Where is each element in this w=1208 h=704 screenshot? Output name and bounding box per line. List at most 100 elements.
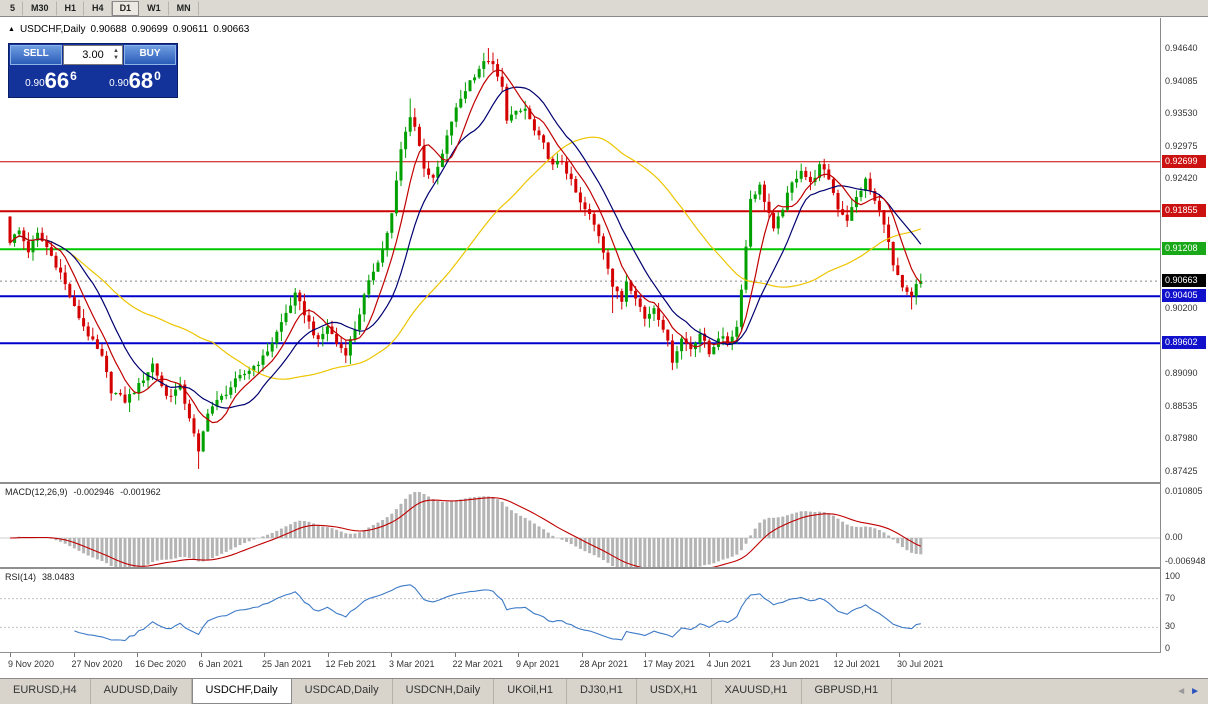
- date-tick: [137, 653, 138, 657]
- date-tick: [454, 653, 456, 657]
- price-axis-label: 0.87980: [1165, 433, 1198, 443]
- macd-name: MACD(12,26,9): [5, 487, 68, 497]
- date-label: 12 Jul 2021: [833, 659, 881, 669]
- chart-open: 0.90688: [90, 24, 127, 35]
- rsi-axis-label: 0: [1165, 643, 1171, 653]
- chart-low: 0.90611: [172, 24, 209, 35]
- chart-high: 0.90699: [131, 24, 168, 35]
- chart-tab-dj30-h1[interactable]: DJ30,H1: [567, 679, 637, 704]
- sell-price-display[interactable]: 0.90 66 6: [25, 68, 77, 93]
- macd-signal-value: -0.001962: [120, 487, 161, 497]
- chart-tab-eurusd-h4[interactable]: EURUSD,H4: [0, 679, 91, 704]
- volume-value: 3.00: [82, 49, 104, 61]
- price-axis-label: 0.92975: [1165, 141, 1198, 151]
- volume-up-button[interactable]: ▲: [113, 48, 119, 54]
- one-click-trading-panel: SELL 3.00 ▲ ▼ BUY 0.90 66 6 0.90 68 0: [8, 43, 178, 98]
- date-label: 4 Jun 2021: [706, 659, 752, 669]
- rsi-axis-label: 70: [1165, 593, 1176, 603]
- price-axis-separator: [1160, 18, 1161, 652]
- macd-main-value: -0.002946: [73, 487, 115, 497]
- rsi-axis-label: 100: [1165, 571, 1181, 581]
- timeframe-button-h1[interactable]: H1: [57, 0, 85, 16]
- timeframe-button-w1[interactable]: W1: [139, 0, 169, 16]
- date-tick: [200, 653, 202, 657]
- buy-price-display[interactable]: 0.90 68 0: [109, 68, 161, 93]
- date-label: 3 Mar 2021: [389, 659, 435, 669]
- date-tick: [645, 653, 646, 657]
- timeframe-button-m30[interactable]: M30: [23, 0, 57, 16]
- timeframe-button-h4[interactable]: H4: [84, 0, 112, 16]
- date-tick: [391, 653, 392, 657]
- date-label: 12 Feb 2021: [325, 659, 377, 669]
- chart-tab-audusd-daily[interactable]: AUDUSD,Daily: [91, 679, 192, 704]
- macd-axis-label: 0.00: [1165, 532, 1183, 542]
- price-badge: 0.91208: [1162, 242, 1206, 255]
- price-axis-label: 0.92420: [1165, 173, 1198, 183]
- sell-button[interactable]: SELL: [10, 45, 62, 65]
- price-axis[interactable]: 0.94640 0.94085 0.93530 0.92975 0.92420 0.902…: [1161, 18, 1208, 678]
- price-badge: 0.91855: [1162, 204, 1206, 217]
- chart-tab-gbpusd-h1[interactable]: GBPUSD,H1: [802, 679, 893, 704]
- timeframe-button-5[interactable]: 5: [2, 0, 24, 16]
- macd-chart[interactable]: [0, 484, 1160, 567]
- price-axis-label: 0.87425: [1165, 466, 1198, 476]
- rsi-value: 38.0483: [42, 572, 75, 582]
- timeframe-toolbar: 5 M30 H1 H4 D1 W1 MN: [0, 0, 1208, 17]
- tabs-scroll-left-icon[interactable]: ◄: [1176, 686, 1187, 697]
- price-axis-label: 0.94640: [1165, 43, 1198, 53]
- price-badge: 0.90405: [1162, 289, 1206, 302]
- price-badge: 0.90663: [1162, 274, 1206, 287]
- date-axis[interactable]: 9 Nov 2020 27 Nov 2020 16 Dec 2020 6 Jan 20…: [0, 653, 1160, 678]
- macd-axis-label: 0.010805: [1165, 486, 1203, 496]
- volume-input[interactable]: 3.00 ▲ ▼: [63, 45, 123, 65]
- date-tick: [835, 653, 837, 657]
- date-label: 28 Apr 2021: [579, 659, 629, 669]
- date-tick: [772, 653, 773, 657]
- chart-tab-ukoil-h1[interactable]: UKOil,H1: [494, 679, 568, 704]
- chart-tab-usdx-h1[interactable]: USDX,H1: [637, 679, 712, 704]
- chart-tabs: EURUSD,H4 AUDUSD,Daily USDCHF,Daily USDCAD,…: [0, 678, 1208, 704]
- chart-tab-usdcad-daily[interactable]: USDCAD,Daily: [292, 679, 393, 704]
- date-tick: [73, 653, 75, 657]
- date-tick: [264, 653, 265, 657]
- date-tick: [10, 653, 11, 657]
- macd-header: MACD(12,26,9) -0.002946 -0.001962: [5, 487, 161, 497]
- timeframe-button-d1[interactable]: D1: [111, 0, 140, 16]
- rsi-chart[interactable]: [0, 569, 1160, 652]
- price-axis-label: 0.88535: [1165, 401, 1198, 411]
- date-label: 30 Jul 2021: [897, 659, 944, 669]
- macd-axis-label: -0.006948: [1165, 556, 1206, 566]
- date-label: 9 Nov 2020: [8, 659, 55, 669]
- date-label: 22 Mar 2021: [452, 659, 504, 669]
- chart-tab-usdcnh-daily[interactable]: USDCNH,Daily: [393, 679, 495, 704]
- chart-marker-icon: ▲: [8, 25, 15, 33]
- price-badge: 0.92699: [1162, 155, 1206, 168]
- price-axis-label: 0.89090: [1165, 368, 1198, 378]
- date-label: 9 Apr 2021: [516, 659, 560, 669]
- date-label: 23 Jun 2021: [770, 659, 820, 669]
- timeframe-button-mn[interactable]: MN: [169, 0, 199, 16]
- date-label: 27 Nov 2020: [71, 659, 123, 669]
- price-badge: 0.89602: [1162, 336, 1206, 349]
- panel-splitter[interactable]: [0, 567, 1208, 569]
- price-axis-label: 0.94085: [1165, 76, 1198, 86]
- date-tick: [899, 653, 900, 657]
- date-tick: [581, 653, 583, 657]
- chart-workspace: ▲ USDCHF,Daily 0.90688 0.90699 0.90611 0…: [0, 18, 1208, 678]
- panel-splitter: [0, 652, 1208, 653]
- tabs-scroll-right-icon[interactable]: ►: [1190, 686, 1200, 697]
- rsi-name: RSI(14): [5, 572, 37, 582]
- date-tick: [518, 653, 519, 657]
- date-label: 6 Jan 2021: [198, 659, 244, 669]
- chart-tab-xauusd-h1[interactable]: XAUUSD,H1: [712, 679, 802, 704]
- rsi-axis-label: 30: [1165, 621, 1176, 631]
- candlestick-chart[interactable]: [0, 18, 1160, 482]
- panel-splitter[interactable]: [0, 482, 1208, 484]
- price-axis-label: 0.90200: [1165, 303, 1198, 313]
- chart-tab-usdchf-daily[interactable]: USDCHF,Daily: [191, 679, 292, 704]
- date-tick: [327, 653, 329, 657]
- buy-button[interactable]: BUY: [124, 45, 176, 65]
- volume-down-button[interactable]: ▼: [113, 55, 119, 61]
- chart-title: ▲ USDCHF,Daily 0.90688 0.90699 0.90611 0…: [8, 24, 249, 35]
